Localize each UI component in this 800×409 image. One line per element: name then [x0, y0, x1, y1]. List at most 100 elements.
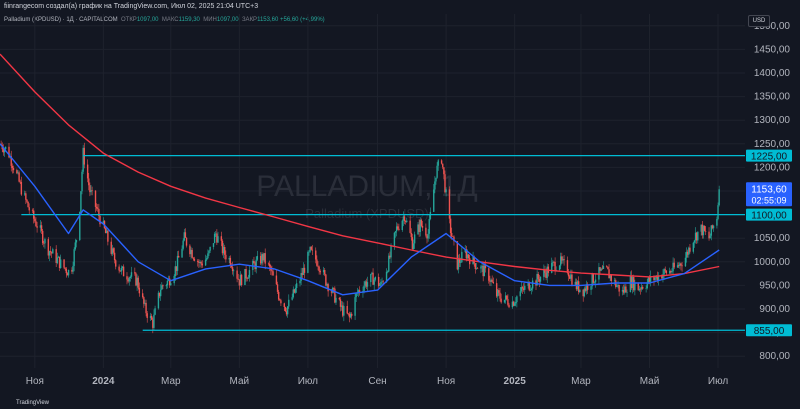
candle-body [326, 284, 328, 286]
candle-body [561, 256, 563, 261]
candle-body [81, 171, 83, 192]
candle-body [72, 265, 74, 272]
candle-body [702, 225, 705, 236]
candle-body [325, 274, 327, 286]
candle-body [89, 185, 91, 193]
price-tick-label: 1200,00 [754, 162, 791, 173]
candle-body [191, 249, 193, 258]
candle-body [546, 266, 548, 278]
candle-body [497, 290, 499, 297]
candle-body [492, 281, 494, 284]
candle-body [36, 226, 38, 228]
candle-body [152, 319, 154, 328]
candle-body [275, 275, 278, 285]
candle-body [246, 278, 248, 279]
low-value: 1097,00 [216, 17, 239, 23]
candle-body [379, 284, 381, 287]
candle-body [291, 297, 293, 300]
candle-body [516, 296, 518, 303]
candle-body [363, 285, 365, 292]
candle-body [303, 267, 306, 273]
candle-body [355, 293, 357, 298]
candle-body [551, 262, 553, 273]
candle-body [97, 208, 99, 210]
candle-body [647, 277, 650, 283]
candle-body [19, 181, 21, 183]
candle-body [193, 258, 196, 261]
candle-body [285, 311, 288, 315]
candle-body [594, 279, 597, 283]
candle-body [280, 300, 282, 304]
candle-body [149, 315, 152, 319]
candle-body [176, 255, 179, 271]
candle-body [671, 271, 673, 273]
candle-body [637, 282, 639, 291]
candle-body [175, 266, 178, 271]
candle-body [346, 306, 348, 314]
candle-body [372, 272, 374, 285]
candle-body [153, 314, 155, 328]
candle-body [425, 227, 427, 236]
candle-body [499, 292, 501, 299]
candle-body [693, 240, 696, 243]
candle-body [529, 289, 532, 291]
candle-body [63, 259, 65, 268]
candle-body [94, 190, 97, 207]
candle-body [231, 267, 234, 272]
candle-body [626, 291, 628, 293]
candle-body [146, 313, 148, 319]
candle-body [402, 216, 405, 221]
candle-body [334, 288, 336, 303]
candle-body [616, 285, 618, 287]
candle-body [452, 236, 454, 238]
candle-body [640, 286, 643, 290]
candle-body [460, 262, 462, 263]
candle-body [649, 276, 652, 282]
candle-body [398, 228, 400, 230]
candle-body [475, 268, 478, 270]
candle-body [144, 302, 146, 304]
candle-body [419, 219, 421, 232]
candle-body [602, 266, 605, 270]
price-tick-label: 950,00 [759, 280, 790, 291]
currency-button[interactable]: USD [748, 15, 770, 27]
candle-body [537, 273, 539, 279]
candle-body [703, 225, 706, 231]
candle-body [669, 270, 671, 274]
candle-body [20, 181, 23, 195]
horizontal-levels[interactable] [21, 154, 745, 331]
candle-body [50, 252, 53, 254]
symbol-name[interactable]: Palladium (XPDUSD) · 1Д · CAPITALCOM [4, 17, 118, 23]
candle-body [428, 218, 430, 234]
candle-body [543, 269, 545, 277]
candle-body [708, 231, 710, 239]
candle-body [65, 268, 67, 274]
candle-body [672, 262, 674, 272]
candle-body [413, 234, 416, 244]
candle-body [621, 290, 624, 292]
time-axis[interactable]: Ноя 2024 Мар Май Июл Сен Ноя 2025 Мар Май Июл [26, 376, 729, 387]
candle-body [664, 269, 666, 271]
candle-body [170, 283, 172, 286]
candle-body [545, 272, 547, 278]
candle-body [552, 261, 554, 263]
candle-body [503, 299, 506, 303]
price-tick-label: 1400,00 [754, 68, 791, 79]
level-tag [746, 324, 792, 337]
candle-body [293, 289, 296, 293]
candle-body [204, 259, 207, 266]
candle-body [256, 255, 259, 260]
candle-body [665, 270, 668, 274]
candle-body [373, 279, 375, 285]
candle-body [247, 277, 250, 279]
candle-body [16, 170, 18, 174]
candle-body [567, 272, 570, 277]
candle-body [39, 225, 42, 228]
candle-body [91, 190, 93, 191]
candle-body [508, 304, 510, 308]
price-tick-label: 800,00 [759, 351, 790, 362]
candle-body [284, 307, 287, 312]
candle-body [600, 268, 602, 271]
candle-body [86, 164, 89, 179]
